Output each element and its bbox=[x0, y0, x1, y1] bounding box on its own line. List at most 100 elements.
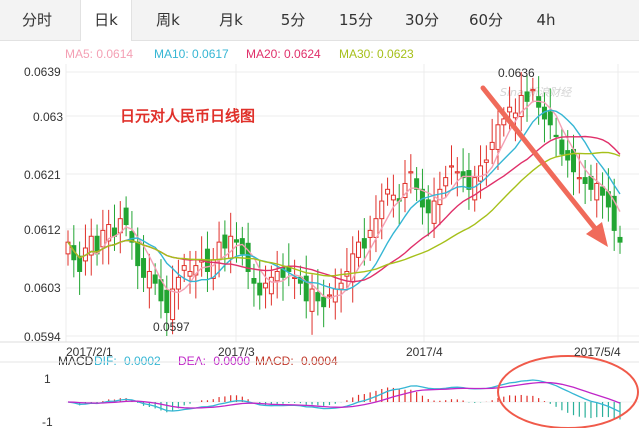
candle-body bbox=[164, 289, 170, 314]
y-tick-4: 0.0603 bbox=[24, 281, 61, 295]
candle-body bbox=[594, 182, 600, 201]
y-tick-3: 0.0612 bbox=[24, 223, 61, 237]
candle-body bbox=[280, 267, 286, 278]
ma5-line bbox=[67, 100, 621, 300]
watermark-layer: Sina 新浪财经 bbox=[500, 86, 572, 99]
candle-body bbox=[309, 288, 315, 312]
low-annotation: 0.0597 bbox=[153, 320, 190, 334]
tab-30min[interactable]: 30分 bbox=[404, 11, 440, 29]
candle-body bbox=[431, 200, 437, 224]
candle-body bbox=[251, 278, 257, 284]
candle-body bbox=[414, 178, 420, 190]
x-tick-0: 2017/2/1 bbox=[66, 345, 113, 359]
candle-body bbox=[263, 282, 269, 289]
candle-body bbox=[559, 139, 565, 155]
candle-body bbox=[77, 255, 83, 272]
candle-body bbox=[600, 186, 606, 196]
candle-body bbox=[303, 275, 309, 302]
ma30-legend: MA30: 0.0623 bbox=[339, 47, 414, 61]
candle-body bbox=[373, 218, 379, 238]
tab-5min[interactable]: 5分 bbox=[280, 11, 306, 29]
candle-body bbox=[576, 177, 582, 180]
candle-body bbox=[361, 238, 367, 249]
x-tick-3: 2017/5/4 bbox=[574, 345, 621, 359]
y-tick-0: 0.0639 bbox=[24, 65, 61, 79]
trend-arrow-shaft bbox=[480, 85, 601, 235]
overlay-layer bbox=[480, 85, 639, 428]
candle-body bbox=[321, 296, 327, 308]
y-tick-2: 0.0621 bbox=[24, 168, 61, 182]
watermark-text: Sina 新浪财经 bbox=[500, 86, 572, 99]
candle-body bbox=[483, 159, 489, 163]
candle-body bbox=[234, 239, 240, 243]
candle-body bbox=[611, 195, 617, 231]
candle-body bbox=[228, 235, 234, 260]
candle-body bbox=[466, 170, 472, 190]
ma10-legend: MA10: 0.0617 bbox=[154, 47, 229, 61]
tab-intraday[interactable]: 分时 bbox=[21, 11, 52, 29]
candle-body bbox=[100, 229, 106, 248]
chart-title: 日元对人民币日线图 bbox=[120, 107, 255, 125]
tab-60min[interactable]: 60分 bbox=[468, 11, 504, 29]
candle-body bbox=[245, 242, 251, 272]
candle-body bbox=[454, 171, 460, 174]
trend-arrow-head bbox=[586, 222, 608, 247]
candle-body bbox=[175, 276, 181, 290]
macd-title: MACD bbox=[58, 354, 94, 368]
candle-body bbox=[106, 224, 112, 242]
y-tick-5: 0.0594 bbox=[24, 330, 61, 344]
candle-body bbox=[547, 111, 553, 126]
candle-body bbox=[501, 118, 507, 126]
candle-body bbox=[385, 188, 391, 195]
candle-body bbox=[170, 288, 176, 321]
x-tick-1: 2017/3 bbox=[218, 345, 255, 359]
candle-body bbox=[315, 292, 321, 302]
candle-body bbox=[408, 171, 414, 174]
moving-average-layer bbox=[67, 100, 621, 300]
candle-body bbox=[216, 241, 222, 261]
candle-body bbox=[402, 182, 408, 199]
dea-line bbox=[67, 381, 621, 409]
candle-body bbox=[530, 89, 536, 92]
candle-body bbox=[88, 235, 94, 256]
candle-body bbox=[617, 236, 623, 243]
high-annotation: 0.0636 bbox=[498, 66, 535, 80]
macd-layer bbox=[67, 379, 621, 420]
candle-body bbox=[524, 91, 530, 102]
candle-body bbox=[123, 207, 129, 226]
tab-weekly-k[interactable]: 周k bbox=[156, 11, 180, 29]
tab-15min[interactable]: 15分 bbox=[338, 11, 374, 29]
ma20-legend: MA20: 0.0624 bbox=[246, 47, 321, 61]
candle-body bbox=[379, 200, 385, 220]
tab-daily-k[interactable]: 日k bbox=[80, 0, 132, 41]
candle-body bbox=[181, 265, 187, 271]
candle-body bbox=[495, 124, 501, 150]
candle-body bbox=[367, 229, 373, 238]
candle-body bbox=[187, 270, 193, 277]
candle-body bbox=[582, 177, 588, 184]
candle-body bbox=[274, 270, 280, 282]
ma30-line bbox=[67, 151, 621, 277]
candle-body bbox=[472, 177, 478, 201]
candle-body bbox=[152, 274, 158, 284]
macd-value-legend: MACD: -0.0004 bbox=[255, 354, 338, 368]
candle-body bbox=[489, 141, 495, 150]
candle-body bbox=[146, 270, 152, 289]
macd-highlight-ellipse bbox=[497, 355, 639, 428]
x-tick-2: 2017/4 bbox=[406, 345, 443, 359]
dea-legend: DEA: -0.0000 bbox=[178, 354, 251, 368]
tab-monthly-k[interactable]: 月k bbox=[219, 11, 243, 29]
candle-body bbox=[437, 188, 443, 206]
period-tab-bar: 分时 日k 周k 月k 5分 15分 30分 60分 4h bbox=[0, 0, 639, 41]
ma10-line bbox=[67, 109, 621, 291]
axis-labels-layer: 0.0639 0.063 0.0621 0.0612 0.0603 0.0594… bbox=[24, 65, 621, 428]
candle-body bbox=[553, 134, 559, 138]
tab-4h[interactable]: 4h bbox=[536, 11, 556, 29]
candle-body bbox=[518, 94, 524, 118]
candle-body bbox=[326, 294, 332, 297]
candle-body bbox=[222, 234, 228, 249]
macd-y-tick-0: 1 bbox=[44, 372, 51, 386]
candle-body bbox=[268, 276, 274, 295]
candle-body bbox=[478, 165, 484, 182]
